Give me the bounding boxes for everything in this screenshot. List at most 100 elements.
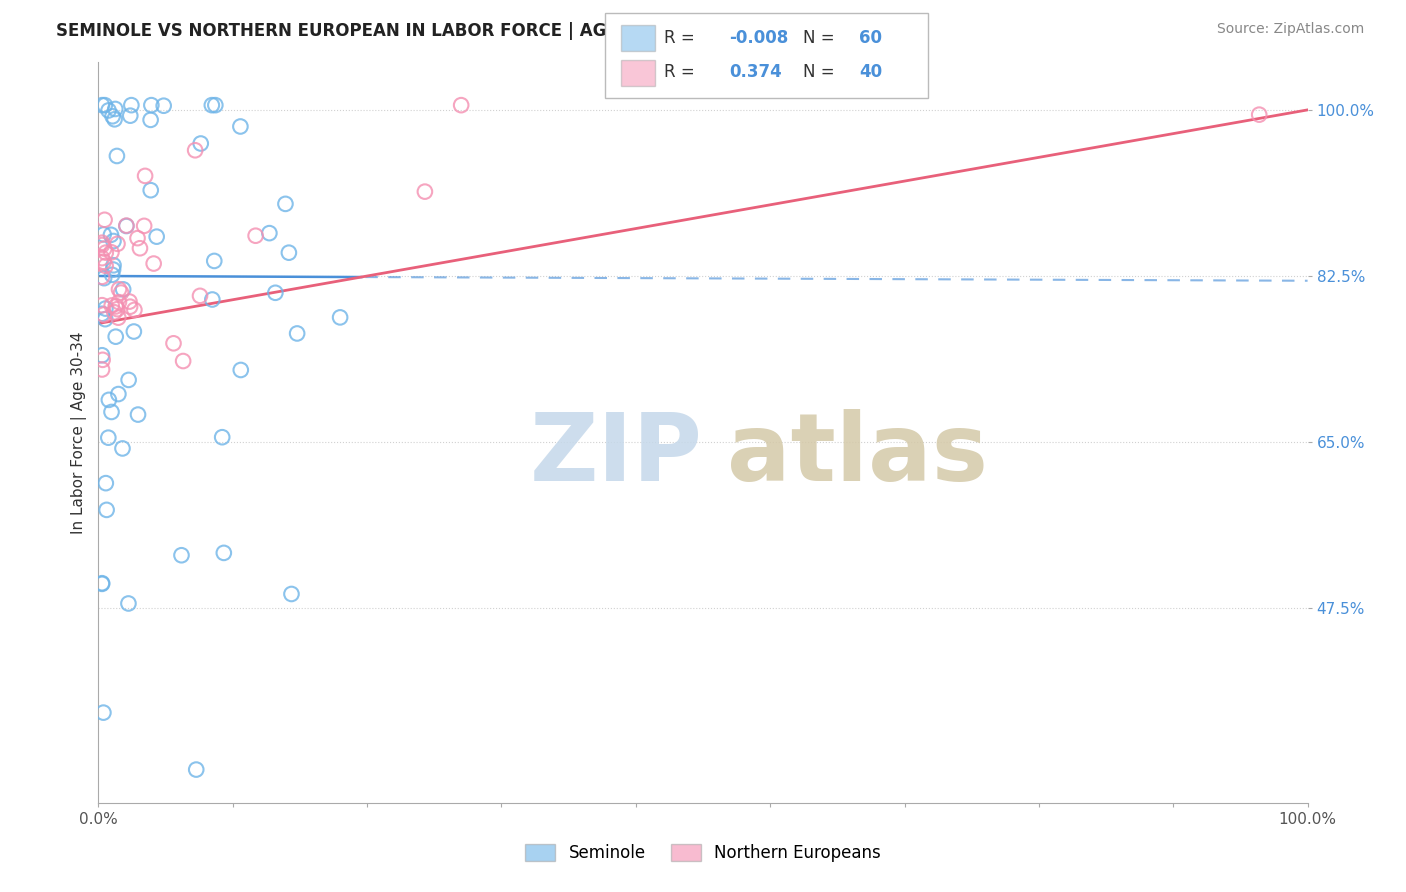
- Point: [105, 149, 128, 163]
- Point: [120, 98, 142, 112]
- Point: [139, 183, 162, 197]
- Bar: [621, 26, 655, 51]
- Point: [91, 238, 114, 252]
- Point: [107, 236, 129, 251]
- Point: [139, 112, 162, 127]
- Point: [93, 212, 115, 227]
- Point: [93, 227, 115, 242]
- Point: [97, 431, 120, 445]
- Point: [229, 120, 252, 134]
- Text: R =: R =: [664, 63, 695, 81]
- Point: [104, 102, 127, 116]
- Point: [91, 362, 114, 376]
- Point: [201, 98, 224, 112]
- Point: [124, 302, 146, 317]
- Point: [91, 235, 114, 250]
- Point: [91, 298, 114, 312]
- Text: 60: 60: [859, 29, 882, 47]
- Point: [285, 326, 308, 341]
- Point: [100, 405, 122, 419]
- Legend: Seminole, Northern Europeans: Seminole, Northern Europeans: [519, 837, 887, 869]
- Point: [329, 310, 352, 325]
- Text: -0.008: -0.008: [730, 29, 789, 47]
- Point: [190, 136, 212, 151]
- Point: [91, 307, 114, 321]
- Point: [100, 245, 122, 260]
- Point: [162, 336, 184, 351]
- Point: [91, 348, 114, 362]
- Point: [120, 109, 142, 123]
- Point: [101, 268, 124, 282]
- Point: [450, 98, 472, 112]
- Text: R =: R =: [664, 29, 695, 47]
- Point: [120, 300, 142, 314]
- Point: [117, 373, 139, 387]
- Point: [172, 354, 194, 368]
- Point: [110, 285, 132, 300]
- Point: [91, 576, 114, 591]
- Point: [103, 234, 125, 248]
- Point: [108, 295, 131, 310]
- Point: [117, 597, 139, 611]
- Point: [107, 310, 129, 325]
- Text: atlas: atlas: [727, 409, 988, 500]
- Point: [118, 294, 141, 309]
- Point: [104, 329, 127, 343]
- Point: [104, 300, 127, 314]
- Point: [91, 577, 114, 591]
- Point: [152, 99, 174, 113]
- Point: [277, 245, 299, 260]
- Point: [108, 282, 131, 296]
- Point: [201, 293, 224, 307]
- Bar: [621, 61, 655, 87]
- Point: [93, 255, 115, 269]
- Point: [115, 219, 138, 233]
- Point: [94, 98, 117, 112]
- Point: [186, 763, 208, 777]
- Point: [413, 185, 436, 199]
- Point: [245, 228, 267, 243]
- Point: [97, 103, 120, 118]
- Point: [103, 112, 125, 127]
- Point: [91, 352, 114, 367]
- Point: [97, 392, 120, 407]
- Point: [100, 227, 122, 242]
- Text: 40: 40: [859, 63, 882, 81]
- Text: N =: N =: [803, 63, 835, 81]
- Point: [91, 98, 114, 112]
- Point: [93, 271, 115, 285]
- Point: [91, 251, 114, 265]
- Text: SEMINOLE VS NORTHERN EUROPEAN IN LABOR FORCE | AGE 30-34 CORRELATION CHART: SEMINOLE VS NORTHERN EUROPEAN IN LABOR F…: [56, 22, 882, 40]
- Point: [202, 254, 225, 268]
- Point: [107, 387, 129, 401]
- Point: [93, 242, 115, 256]
- Point: [101, 109, 124, 123]
- Point: [103, 258, 125, 272]
- Point: [170, 548, 193, 562]
- Text: N =: N =: [803, 29, 835, 47]
- Point: [204, 98, 226, 112]
- Text: Source: ZipAtlas.com: Source: ZipAtlas.com: [1216, 22, 1364, 37]
- Point: [127, 408, 149, 422]
- Point: [145, 229, 167, 244]
- Point: [122, 325, 145, 339]
- Point: [259, 226, 281, 240]
- Point: [280, 587, 302, 601]
- Point: [264, 285, 287, 300]
- Point: [94, 312, 117, 326]
- Point: [96, 503, 118, 517]
- Point: [184, 143, 207, 157]
- Point: [94, 259, 117, 273]
- Point: [93, 706, 115, 720]
- Point: [274, 197, 297, 211]
- Point: [115, 219, 138, 233]
- Point: [91, 269, 114, 284]
- Point: [112, 282, 135, 296]
- Point: [103, 305, 125, 319]
- Point: [211, 430, 233, 444]
- Text: ZIP: ZIP: [530, 409, 703, 500]
- Point: [93, 308, 115, 322]
- Point: [188, 289, 211, 303]
- Point: [94, 476, 117, 491]
- Point: [229, 363, 252, 377]
